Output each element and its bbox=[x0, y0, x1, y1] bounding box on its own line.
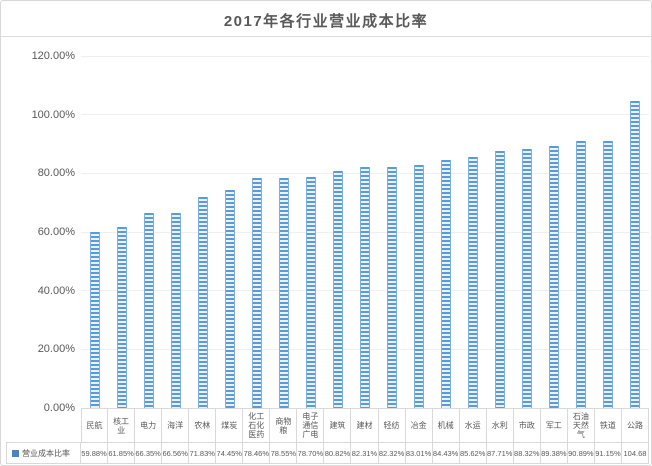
y-axis-tick-80: 80.00% bbox=[37, 167, 75, 180]
y-axis-tick-40: 40.00% bbox=[37, 284, 75, 297]
value-cell-11: 82.31% bbox=[351, 442, 379, 464]
y-axis-tick-20: 20.00% bbox=[37, 343, 75, 356]
category-cell-10: 建筑 bbox=[324, 408, 352, 442]
bar-11 bbox=[360, 166, 370, 408]
bar-16 bbox=[495, 150, 506, 408]
chart-title: 2017年各行业营业成本比率 bbox=[223, 13, 429, 30]
bar-20 bbox=[603, 140, 614, 408]
value-cell-2: 61.85% bbox=[108, 442, 136, 464]
bar-19 bbox=[576, 141, 587, 408]
category-cell-20: 铁道 bbox=[594, 408, 622, 442]
category-cell-3: 电力 bbox=[135, 408, 163, 442]
bar-17 bbox=[522, 148, 533, 408]
bar-15 bbox=[468, 156, 479, 408]
legend-cell: 营业成本比率 bbox=[6, 442, 81, 464]
value-cell-7: 78.46% bbox=[243, 442, 271, 464]
bar-6 bbox=[224, 189, 235, 408]
legend-series-label: 营业成本比率 bbox=[22, 448, 70, 458]
value-cell-12: 82.32% bbox=[378, 442, 406, 464]
value-cell-20: 91.15% bbox=[594, 442, 622, 464]
category-cell-5: 农林 bbox=[189, 408, 217, 442]
bar-10 bbox=[332, 170, 343, 408]
bar-9 bbox=[305, 177, 316, 408]
value-cell-3: 66.35% bbox=[135, 442, 163, 464]
bar-21 bbox=[630, 100, 641, 408]
legend-color-swatch-icon bbox=[12, 449, 19, 457]
value-cell-15: 85.62% bbox=[459, 442, 487, 464]
category-cell-15: 水运 bbox=[459, 408, 487, 442]
bar-13 bbox=[414, 164, 425, 408]
category-cell-17: 市政 bbox=[513, 408, 541, 442]
category-cell-13: 冶金 bbox=[405, 408, 433, 442]
value-cell-9: 78.70% bbox=[297, 442, 325, 464]
gridline-120 bbox=[81, 55, 649, 57]
value-cell-17: 88.32% bbox=[513, 442, 541, 464]
value-cell-19: 90.89% bbox=[567, 442, 595, 464]
y-axis-tick-100: 100.00% bbox=[31, 108, 75, 121]
category-cell-1: 民航 bbox=[81, 408, 109, 442]
bar-18 bbox=[549, 145, 560, 408]
value-cell-8: 78.55% bbox=[270, 442, 298, 464]
value-cell-6: 74.45% bbox=[216, 442, 244, 464]
category-cell-18: 军工 bbox=[540, 408, 568, 442]
category-cell-11: 建材 bbox=[351, 408, 379, 442]
bar-1 bbox=[89, 232, 100, 408]
bar-14 bbox=[441, 160, 452, 408]
category-cell-6: 煤炭 bbox=[216, 408, 244, 442]
category-cell-21: 公路 bbox=[621, 408, 649, 442]
bar-2 bbox=[116, 226, 127, 408]
category-cell-12: 轻纺 bbox=[378, 408, 406, 442]
gridline-100 bbox=[81, 114, 649, 116]
value-cell-10: 80.82% bbox=[324, 442, 352, 464]
category-cell-7: 化工石化医药 bbox=[243, 408, 271, 442]
category-cell-14: 机械 bbox=[432, 408, 460, 442]
category-cell-8: 商物粮 bbox=[270, 408, 298, 442]
category-cell-4: 海洋 bbox=[162, 408, 190, 442]
y-axis-tick-60: 60.00% bbox=[37, 226, 75, 238]
category-cell-2: 核工业 bbox=[108, 408, 136, 442]
category-cell-16: 水利 bbox=[486, 408, 514, 442]
bar-12 bbox=[387, 166, 398, 408]
value-cell-4: 66.56% bbox=[162, 442, 190, 464]
y-axis-tick-0: 0.00% bbox=[43, 402, 75, 414]
bar-8 bbox=[278, 177, 289, 408]
value-cell-21: 104.68 bbox=[621, 442, 649, 464]
value-cell-18: 89.38% bbox=[540, 442, 568, 464]
value-cell-5: 71.83% bbox=[189, 442, 217, 464]
y-axis-tick-120: 120.00% bbox=[31, 50, 75, 62]
bar-5 bbox=[197, 197, 208, 408]
title-divider bbox=[1, 36, 651, 37]
value-cell-14: 84.43% bbox=[432, 442, 460, 464]
value-cell-1: 59.88% bbox=[81, 442, 109, 464]
bar-3 bbox=[143, 213, 154, 408]
category-cell-9: 电子通信广电 bbox=[297, 408, 325, 442]
category-cell-19: 石油天然气 bbox=[567, 408, 595, 442]
value-cell-13: 83.01% bbox=[405, 442, 433, 464]
bar-7 bbox=[251, 177, 262, 408]
value-cell-16: 87.71% bbox=[486, 442, 514, 464]
bar-4 bbox=[170, 212, 181, 408]
